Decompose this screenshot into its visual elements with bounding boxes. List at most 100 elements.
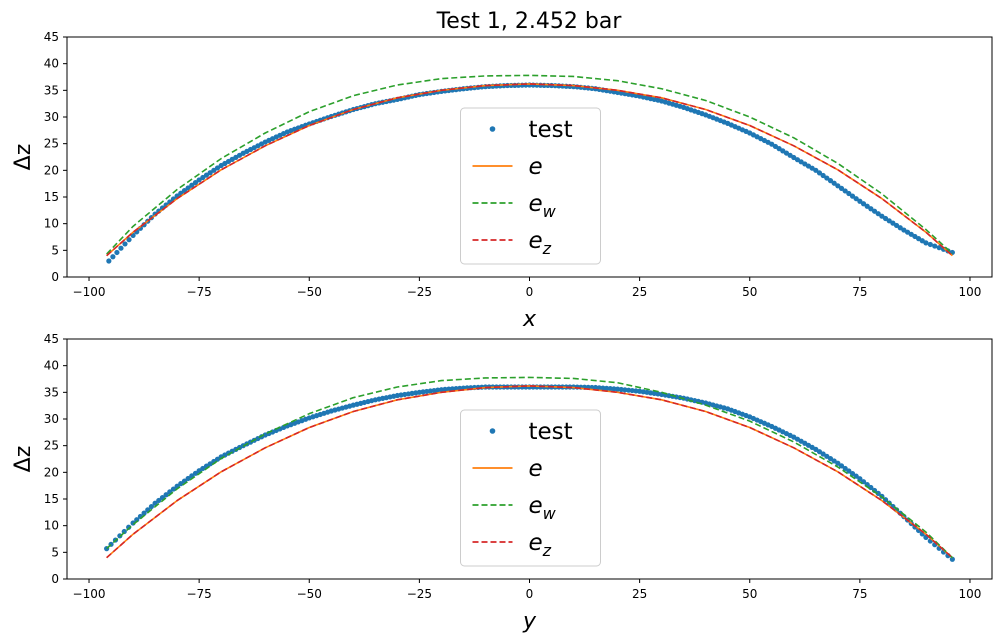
data-point	[842, 465, 848, 472]
data-point	[170, 486, 177, 492]
data-point	[192, 180, 199, 186]
data-point	[923, 240, 929, 246]
data-point	[838, 463, 845, 469]
x-tick-label: 25	[632, 285, 647, 299]
data-point	[860, 201, 867, 207]
legend-box	[460, 409, 601, 567]
x-tick-label: 0	[526, 285, 534, 299]
data-point	[156, 497, 162, 504]
legend-label: test	[529, 419, 573, 445]
data-point	[864, 203, 870, 209]
data-point	[827, 178, 834, 184]
data-point	[824, 175, 830, 181]
y-tick-label: 15	[44, 190, 59, 204]
data-point	[163, 492, 169, 498]
y-tick-label: 20	[44, 465, 59, 479]
y-tick-label: 40	[44, 57, 59, 71]
legend-marker	[489, 126, 496, 132]
legend-marker	[489, 428, 496, 434]
x-tick-label: 75	[852, 285, 867, 299]
data-point	[871, 208, 878, 214]
series-test-dots	[104, 384, 955, 562]
y-tick-label: 20	[44, 163, 59, 177]
data-point	[185, 185, 191, 191]
data-point	[178, 481, 184, 487]
y-tick-label: 5	[51, 243, 59, 257]
data-point	[211, 167, 217, 173]
x-tick-label: −25	[407, 587, 432, 601]
y-tick-label: 25	[44, 439, 59, 453]
x-tick-label: 25	[632, 587, 647, 601]
series-line-e-z	[106, 385, 953, 559]
x-tick-label: 75	[852, 587, 867, 601]
series-line-e-w	[106, 376, 953, 559]
data-point	[835, 183, 841, 189]
data-point	[875, 490, 881, 496]
y-tick-label: 35	[44, 83, 59, 97]
data-point	[857, 476, 863, 482]
legend-label: e	[529, 154, 543, 180]
data-point	[835, 460, 841, 466]
legend-label: test	[529, 117, 573, 143]
y-tick-label: 0	[51, 572, 59, 586]
y-tick-label: 0	[51, 270, 59, 284]
data-point	[181, 188, 188, 194]
plot-area	[106, 74, 955, 264]
data-point	[838, 185, 845, 191]
y-axis-label: Δz	[11, 446, 36, 473]
data-point	[853, 196, 859, 202]
data-point	[949, 556, 955, 562]
plot-area	[104, 376, 955, 562]
data-point	[816, 170, 823, 176]
y-tick-label: 10	[44, 217, 59, 231]
y-tick-label: 30	[44, 412, 59, 426]
data-point	[192, 470, 199, 476]
y-tick-label: 5	[51, 545, 59, 559]
data-point	[114, 249, 120, 256]
y-tick-label: 30	[44, 110, 59, 124]
axes-frame	[66, 338, 993, 580]
data-point	[849, 193, 856, 199]
chart-title: Test 1, 2.452 bar	[436, 9, 623, 34]
y-tick-label: 10	[44, 519, 59, 533]
data-point	[846, 468, 852, 474]
data-point	[189, 182, 195, 188]
data-point	[849, 470, 856, 477]
x-axis-label: x	[522, 307, 537, 332]
x-tick-label: −100	[73, 285, 106, 299]
data-point	[152, 500, 158, 506]
x-tick-label: −25	[407, 285, 432, 299]
data-point	[936, 245, 942, 251]
data-point	[118, 245, 124, 251]
data-point	[122, 241, 128, 247]
x-tick-label: −50	[297, 285, 322, 299]
data-point	[932, 243, 938, 249]
x-tick-label: −75	[186, 587, 211, 601]
axes-frame	[66, 36, 993, 278]
data-point	[868, 206, 874, 212]
y-tick-label: 15	[44, 492, 59, 506]
data-point	[214, 165, 221, 171]
x-tick-label: 100	[959, 587, 982, 601]
x-tick-label: −100	[73, 587, 106, 601]
data-point	[846, 190, 852, 197]
y-tick-label: 35	[44, 385, 59, 399]
data-point	[927, 241, 933, 248]
x-tick-label: 0	[526, 587, 534, 601]
data-point	[875, 211, 881, 217]
x-axis-label: y	[522, 609, 537, 634]
data-point	[200, 174, 206, 181]
x-tick-label: −75	[186, 285, 211, 299]
y-tick-label: 45	[44, 30, 59, 44]
y-tick-label: 40	[44, 359, 59, 373]
series-line-e-z	[106, 83, 953, 257]
data-point	[126, 237, 132, 243]
y-axis-label: Δz	[11, 144, 36, 171]
data-point	[106, 258, 112, 264]
y-tick-label: 45	[44, 332, 59, 346]
x-tick-label: −50	[297, 587, 322, 601]
data-point	[813, 167, 819, 173]
